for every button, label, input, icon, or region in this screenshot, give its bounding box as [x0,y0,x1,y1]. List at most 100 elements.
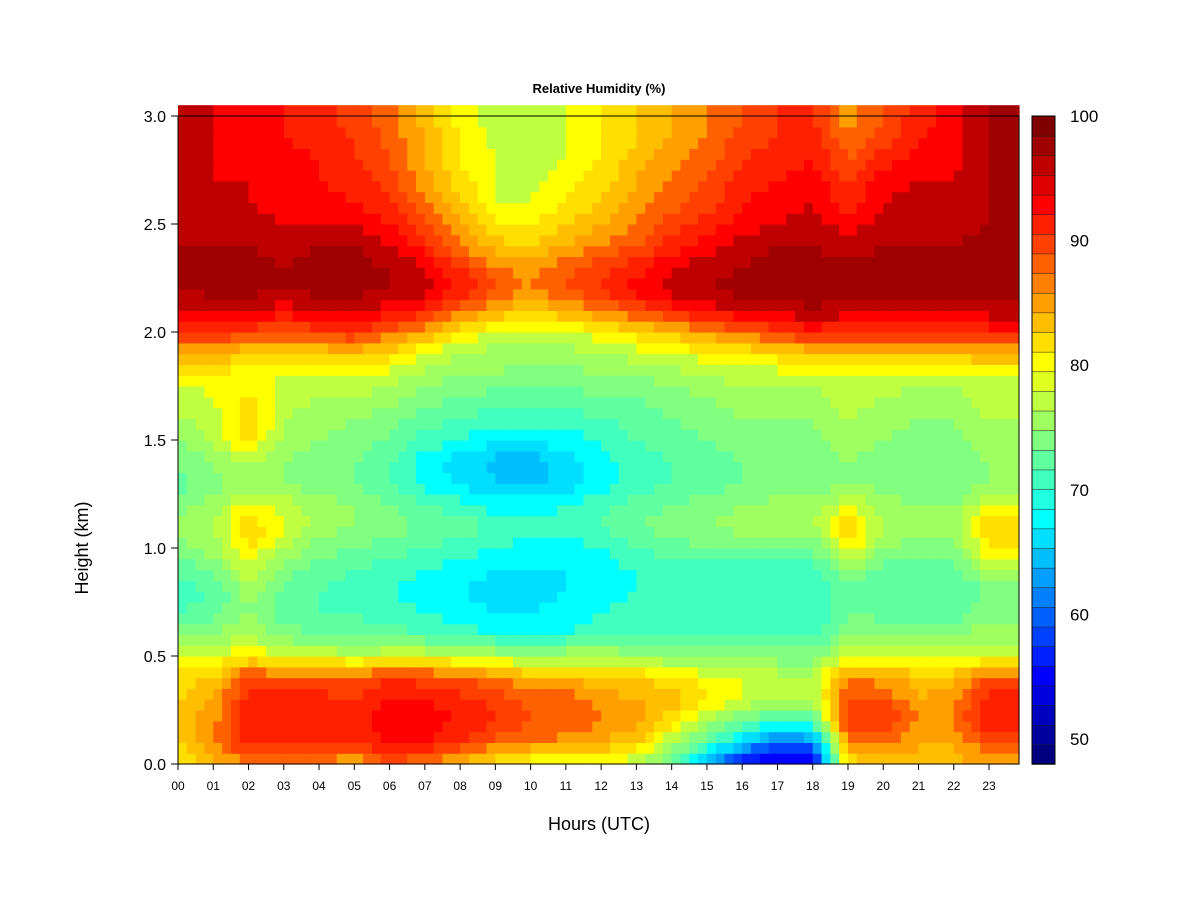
heatmap-cell [812,602,823,614]
heatmap-cell [548,558,558,571]
heatmap-cell [398,234,408,247]
heatmap-cell [671,375,682,387]
heatmap-cell [627,353,638,365]
heatmap-cell [345,386,355,398]
heatmap-cell [803,256,814,268]
heatmap-cell [777,569,787,581]
heatmap-cell [230,137,241,149]
heatmap-cell [327,407,338,419]
heatmap-cell [230,288,241,301]
heatmap-cell [407,234,417,247]
heatmap-cell [477,105,488,117]
heatmap-cell [389,537,399,549]
heatmap-cell [618,159,629,171]
heatmap-cell [178,375,188,387]
heatmap-cell [574,472,585,484]
heatmap-cell [601,137,611,149]
heatmap-cell [592,191,602,203]
heatmap-cell [557,407,567,419]
heatmap-cell [565,710,576,722]
heatmap-cell [654,569,664,581]
heatmap-cell [283,515,294,527]
heatmap-cell [565,299,576,311]
heatmap-cell [636,656,646,668]
heatmap-cell [363,429,373,441]
heatmap-cell [336,278,347,290]
heatmap-cell [803,623,814,635]
heatmap-cell [239,645,250,657]
heatmap-cell [662,396,673,409]
heatmap-cell [847,688,858,700]
heatmap-cell [222,342,232,355]
heatmap-cell [266,396,276,409]
heatmap-cell [186,688,197,700]
heatmap-cell [266,731,276,743]
heatmap-cell [283,429,294,441]
heatmap-cell [636,699,646,711]
heatmap-cell [627,245,638,257]
heatmap-cell [204,418,214,430]
heatmap-cell [645,742,655,754]
heatmap-cell [239,407,250,419]
heatmap-cell [768,342,779,355]
heatmap-cell [433,180,444,193]
heatmap-cell [856,688,867,700]
heatmap-cell [583,440,593,452]
heatmap-cell [847,548,858,560]
heatmap-cell [759,504,770,517]
heatmap-cell [698,461,708,473]
heatmap-cell [495,353,505,365]
heatmap-cell [468,310,479,322]
heatmap-cell [865,202,876,214]
heatmap-cell [627,105,638,117]
heatmap-cell [257,569,267,581]
heatmap-cell [468,483,479,495]
heatmap-cell [204,591,214,603]
heatmap-cell [883,159,893,171]
heatmap-cell [442,148,452,160]
heatmap-cell [495,386,505,398]
heatmap-cell [213,548,223,560]
heatmap-cell [548,170,558,182]
heatmap-cell [301,321,311,333]
heatmap-cell [680,580,690,592]
heatmap-cell [468,288,479,301]
heatmap-cell [213,753,223,765]
heatmap-cell [724,386,734,398]
heatmap-cell [186,450,197,463]
heatmap-cell [777,191,787,203]
heatmap-cell [345,105,355,117]
heatmap-cell [521,731,532,743]
heatmap-cell [627,742,638,754]
heatmap-cell [407,342,417,355]
heatmap-cell [751,472,761,484]
heatmap-cell [662,267,673,279]
heatmap-cell [407,569,417,581]
heatmap-cell [512,224,523,236]
heatmap-cell [477,526,488,538]
heatmap-cell [812,191,823,203]
heatmap-cell [266,688,276,700]
heatmap-cell [248,494,258,506]
heatmap-cell [433,461,444,473]
heatmap-cell [257,677,267,689]
heatmap-cell [345,720,355,733]
heatmap-cell [504,375,514,387]
heatmap-cell [283,731,294,743]
heatmap-cell [786,137,796,149]
heatmap-cell [460,234,470,247]
heatmap-cell [883,342,893,355]
heatmap-cell [742,548,752,560]
heatmap-cell [327,742,338,754]
heatmap-cell [883,418,893,430]
heatmap-cell [257,342,267,355]
heatmap-cell [636,645,646,657]
heatmap-cell [724,720,734,733]
heatmap-cell [874,526,884,538]
heatmap-cell [424,418,435,430]
heatmap-cell [821,267,831,279]
heatmap-cell [319,353,329,365]
heatmap-cell [645,418,655,430]
heatmap-cell [662,375,673,387]
heatmap-cell [451,612,461,625]
